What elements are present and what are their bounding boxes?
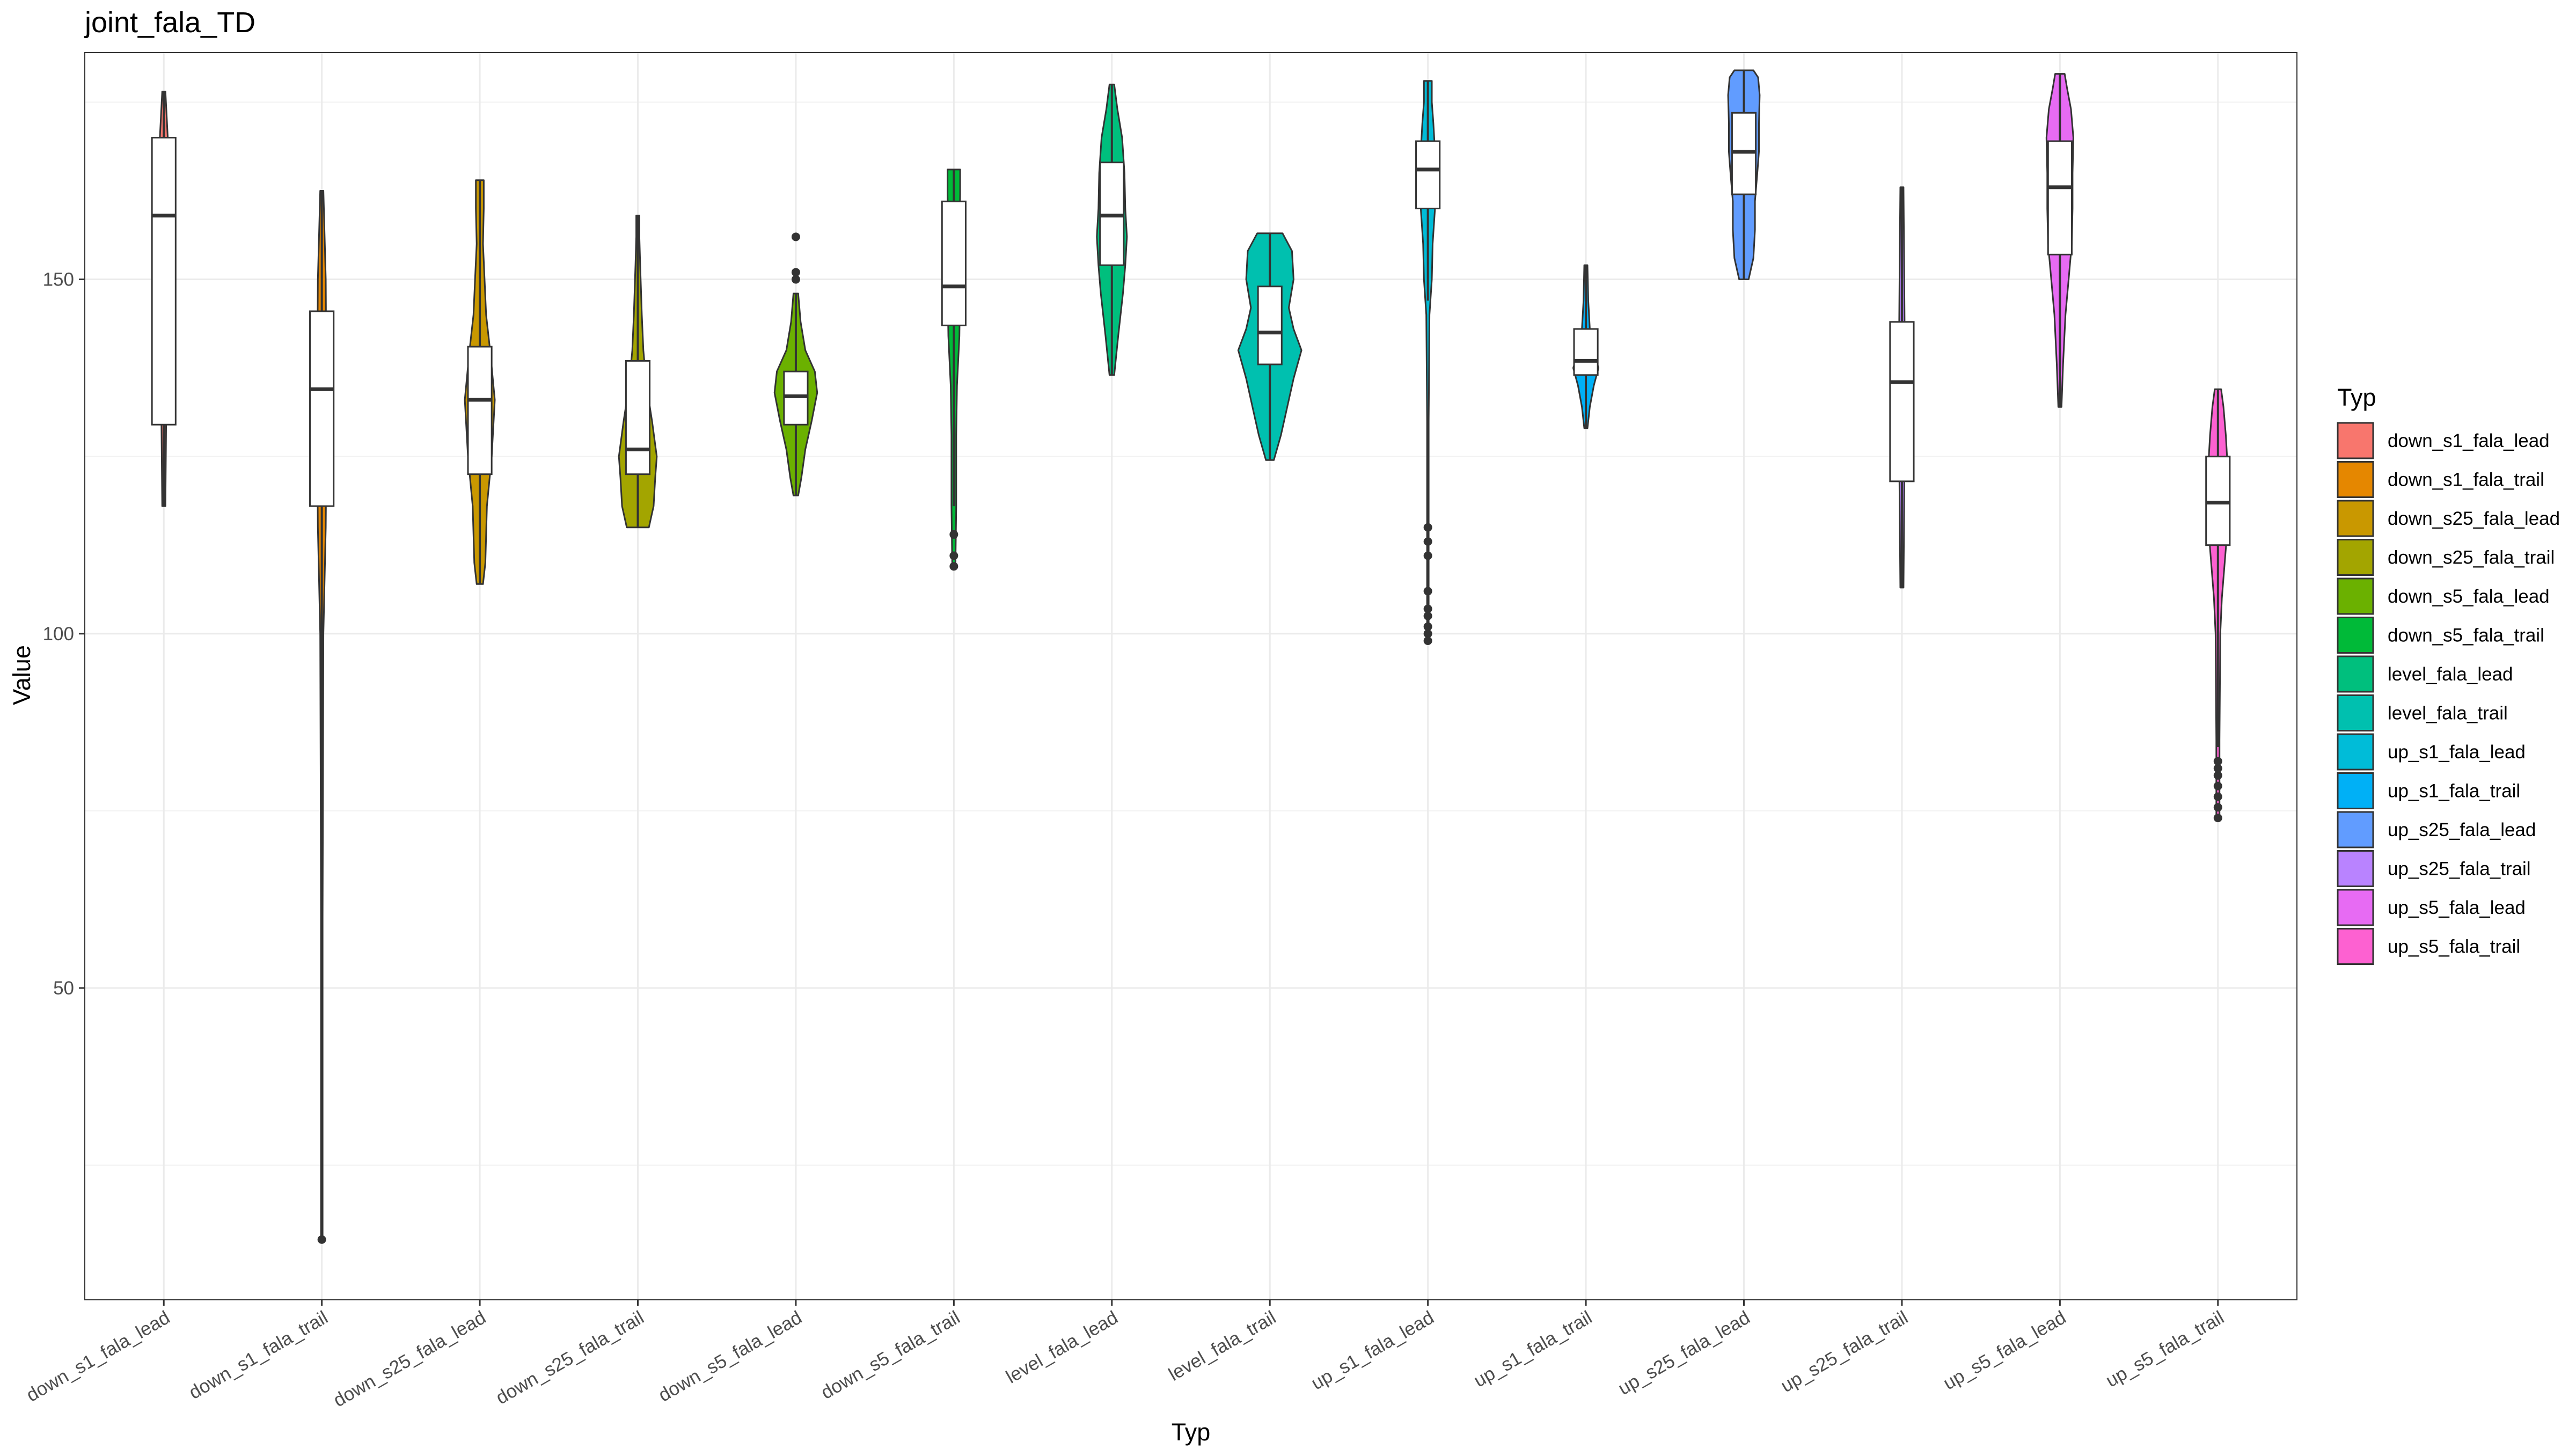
outlier-point <box>1423 629 1432 638</box>
box-down_s25_fala_lead <box>467 346 493 475</box>
legend-label: down_s5_fala_trail <box>2388 625 2544 646</box>
outlier-point <box>791 275 800 284</box>
legend-key-down_s25_fala_lead <box>2337 500 2374 537</box>
legend-label: down_s25_fala_lead <box>2388 508 2560 529</box>
legend-label: up_s25_fala_trail <box>2388 859 2531 880</box>
legend-key-up_s5_fala_lead <box>2337 889 2374 926</box>
outlier-point <box>1423 611 1432 620</box>
y-axis-ticks: 50 100 150 <box>43 269 85 999</box>
legend-key-down_s1_fala_lead <box>2337 422 2374 459</box>
legend-key-down_s5_fala_lead <box>2337 577 2374 615</box>
x-axis-title: Typ <box>1172 1418 1211 1446</box>
plot-panel <box>85 53 2297 1300</box>
legend-key-down_s25_fala_trail <box>2337 539 2374 576</box>
y-axis-title: Value <box>8 645 35 705</box>
outlier-point <box>2213 803 2222 812</box>
outlier-point <box>1423 622 1432 631</box>
legend-label: up_s5_fala_lead <box>2388 897 2526 918</box>
outlier-point <box>791 232 800 241</box>
legend-key-up_s25_fala_lead <box>2337 811 2374 848</box>
legend-label: up_s5_fala_trail <box>2388 936 2520 957</box>
legend: Typ down_s1_fala_leaddown_s1_fala_traild… <box>2337 384 2560 965</box>
box-up_s5_fala_lead <box>2047 140 2073 255</box>
box-down_s1_fala_lead <box>151 136 177 426</box>
legend-key-down_s1_fala_trail <box>2337 461 2374 498</box>
y-tick-label: 50 <box>53 978 74 999</box>
legend-label: down_s1_fala_trail <box>2388 470 2544 491</box>
legend-label: up_s25_fala_lead <box>2388 819 2536 840</box>
outlier-point <box>2213 792 2222 801</box>
box-level_fala_trail <box>1257 286 1283 365</box>
outlier-point <box>1423 587 1432 596</box>
boxplots <box>151 70 2231 1244</box>
legend-key-down_s5_fala_trail <box>2337 617 2374 654</box>
box-up_s1_fala_lead <box>1415 140 1441 210</box>
legend-label: level_fala_lead <box>2388 664 2513 685</box>
legend-items: down_s1_fala_lead down_s1_fala_trail down_… <box>2337 422 2560 965</box>
box-up_s25_fala_trail <box>1889 321 1915 482</box>
y-tick-label: 100 <box>43 624 74 645</box>
outlier-point <box>949 562 958 571</box>
outlier-point <box>2213 757 2222 766</box>
y-tick-label: 150 <box>43 269 74 290</box>
box-up_s1_fala_trail <box>1573 328 1599 376</box>
legend-key-up_s5_fala_trail <box>2337 928 2374 965</box>
legend-key-up_s1_fala_lead <box>2337 733 2374 771</box>
box-down_s25_fala_trail <box>625 360 651 475</box>
outlier-point <box>1423 537 1432 546</box>
legend-key-level_fala_trail <box>2337 694 2374 731</box>
violin-up_s1_fala_lead <box>1417 80 1438 642</box>
chart-title: joint_fala_TD <box>84 6 255 39</box>
legend-label: up_s1_fala_trail <box>2388 781 2520 802</box>
plot-panel-border <box>84 52 2297 1300</box>
legend-label: down_s25_fala_trail <box>2388 547 2555 568</box>
legend-title: Typ <box>2337 384 2376 411</box>
box-down_s5_fala_trail <box>941 200 967 326</box>
outlier-point <box>949 530 958 539</box>
outlier-point <box>1423 636 1432 645</box>
outlier-point <box>791 268 800 277</box>
outlier-point <box>2213 764 2222 773</box>
outlier-point <box>2213 781 2222 791</box>
outlier-point <box>317 1235 326 1244</box>
outlier-point <box>1423 523 1432 532</box>
outlier-point <box>1423 604 1432 613</box>
legend-label: level_fala_trail <box>2388 703 2508 724</box>
legend-key-level_fala_lead <box>2337 655 2374 693</box>
outlier-point <box>1423 551 1432 560</box>
outlier-point <box>2213 771 2222 780</box>
legend-key-up_s1_fala_trail <box>2337 772 2374 809</box>
box-down_s1_fala_trail <box>309 310 335 507</box>
outlier-point <box>2213 814 2222 823</box>
legend-label: down_s1_fala_lead <box>2388 430 2550 451</box>
legend-label: up_s1_fala_lead <box>2388 742 2526 763</box>
legend-key-up_s25_fala_trail <box>2337 850 2374 887</box>
legend-label: down_s5_fala_lead <box>2388 586 2550 607</box>
outlier-point <box>949 551 958 560</box>
